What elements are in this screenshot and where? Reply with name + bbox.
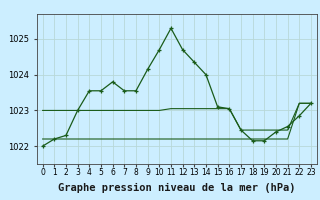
X-axis label: Graphe pression niveau de la mer (hPa): Graphe pression niveau de la mer (hPa) bbox=[58, 183, 296, 193]
